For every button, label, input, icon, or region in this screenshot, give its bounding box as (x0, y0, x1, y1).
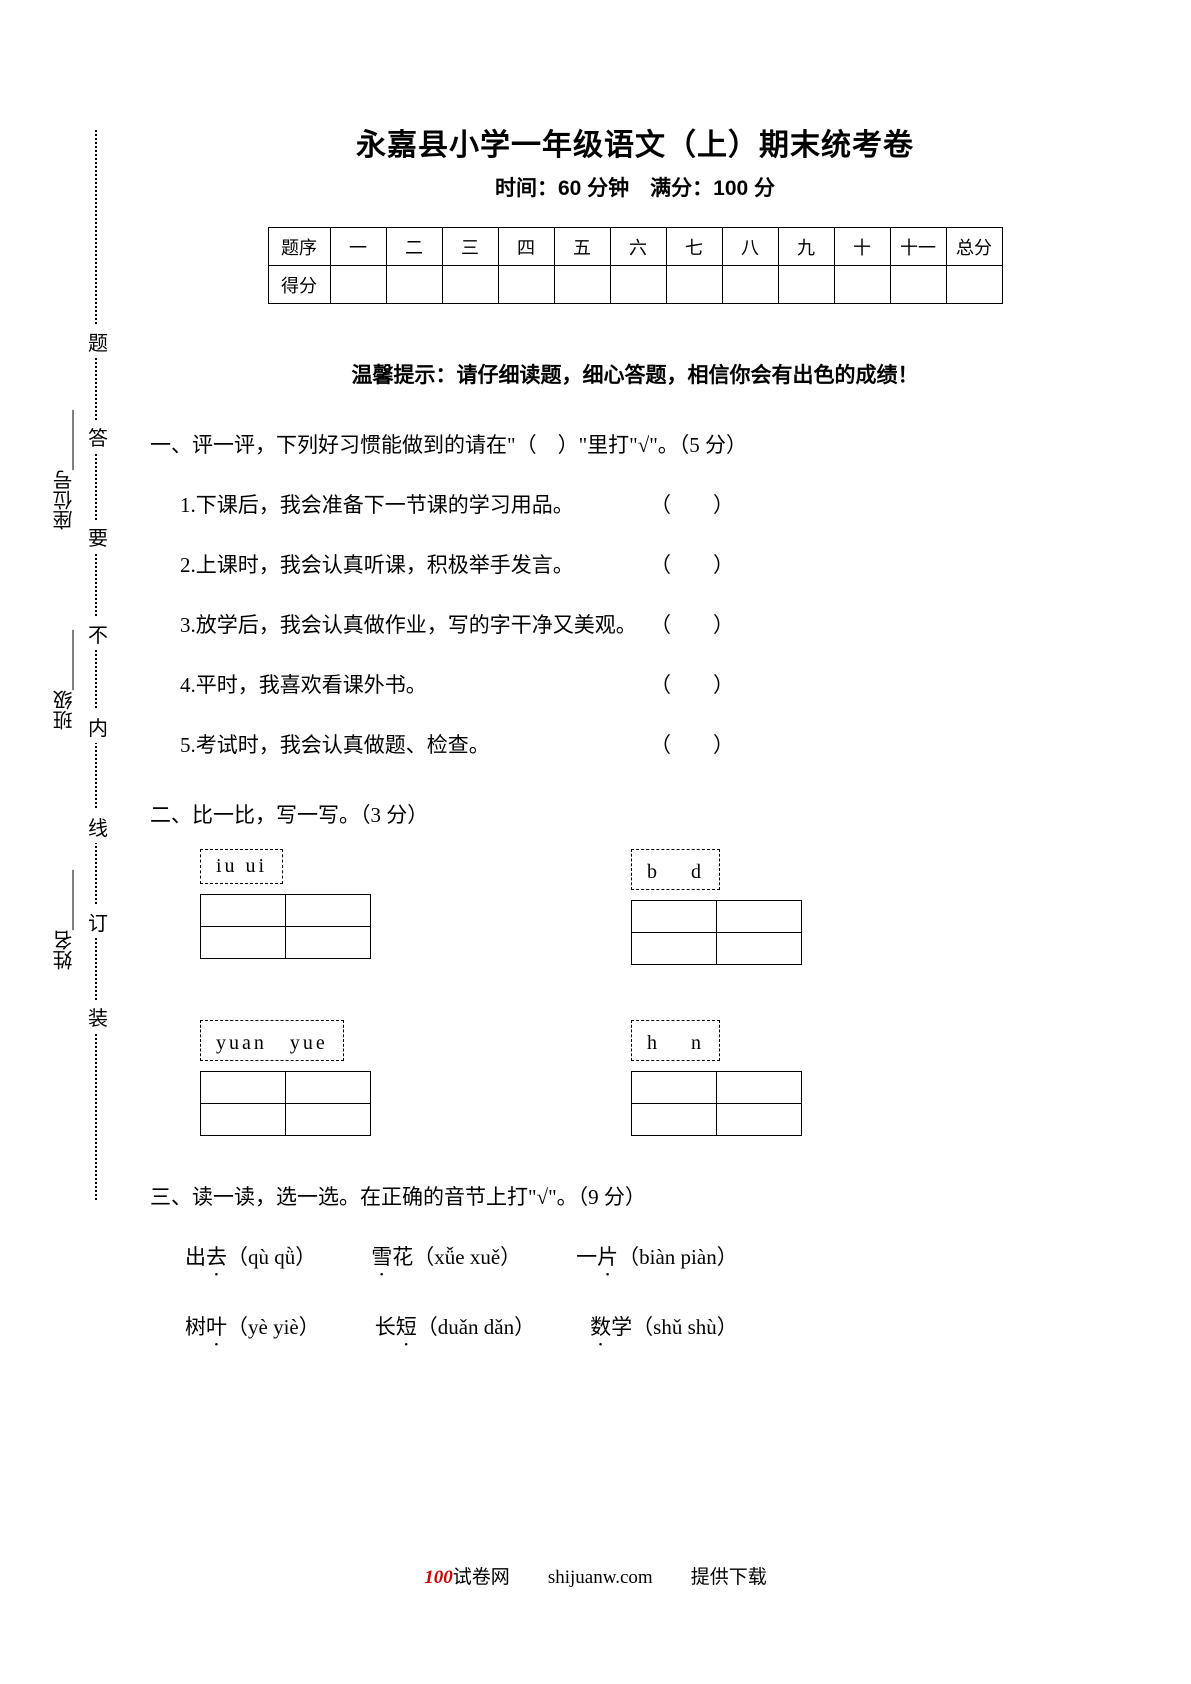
exam-title: 永嘉县小学一年级语文（上）期末统考卷 (150, 120, 1120, 164)
q1-text: 2.上课时，我会认真听课，积极举手发言。 (180, 549, 650, 579)
col: 七 (666, 228, 722, 266)
q1-paren[interactable]: （ ） (650, 669, 734, 699)
score-cell[interactable] (442, 266, 498, 304)
q2-grid[interactable] (200, 894, 371, 959)
col: 九 (778, 228, 834, 266)
q1-text: 5.考试时，我会认真做题、检查。 (180, 729, 650, 759)
score-cell[interactable] (386, 266, 442, 304)
q1-item: 2.上课时，我会认真听课，积极举手发言。（ ） (180, 549, 1120, 579)
binding-chars: 装 订 线 内 不 要 答 题 (88, 130, 108, 1200)
binding-char: 线 (88, 810, 108, 843)
q2-grid[interactable] (631, 900, 802, 965)
q2-block-right: b d (631, 849, 802, 965)
q1-paren[interactable]: （ ） (650, 609, 734, 639)
binding-margin: 姓名______ 班级______ 座位号______ 装 订 线 内 不 要 … (50, 130, 150, 1200)
q3-item: 树叶（yè yiè） (185, 1311, 320, 1351)
score-table: 题序 一 二 三 四 五 六 七 八 九 十 十一 总分 得分 (268, 227, 1003, 304)
col: 一 (330, 228, 386, 266)
q2-block-left: yuan yue (200, 1020, 371, 1136)
q1-item: 5.考试时，我会认真做题、检查。（ ） (180, 729, 1120, 759)
score-cell[interactable] (834, 266, 890, 304)
q2-label: h n (631, 1020, 720, 1061)
score-header-row: 题序 一 二 三 四 五 六 七 八 九 十 十一 总分 (268, 228, 1002, 266)
score-cell[interactable] (890, 266, 946, 304)
col: 十一 (890, 228, 946, 266)
q3-item: 雪花（xǚe xuě） (371, 1241, 521, 1281)
score-cell[interactable] (946, 266, 1002, 304)
margin-fields: 姓名______ 班级______ 座位号______ (50, 130, 90, 1200)
q2-row: iu ui b d (200, 849, 1120, 965)
score-cell[interactable] (722, 266, 778, 304)
q3-item: 数学（shǔ shù） (590, 1311, 738, 1351)
q1-text: 1.下课后，我会准备下一节课的学习用品。 (180, 489, 650, 519)
binding-char: 装 (88, 1000, 108, 1033)
q3-item: 一片（biàn piàn） (576, 1241, 738, 1281)
binding-char: 内 (88, 710, 108, 743)
footer-site: 试卷网 (453, 1567, 510, 1588)
q1-title: 一、评一评，下列好习惯能做到的请在"（ ）"里打"√"。（5 分） (150, 429, 1120, 459)
seat-field: 座位号______ (50, 410, 79, 530)
footer: 100试卷网 shijuanw.com 提供下载 (0, 1562, 1191, 1589)
score-label: 得分 (268, 266, 330, 304)
q2-block-left: iu ui (200, 849, 371, 965)
col: 五 (554, 228, 610, 266)
score-value-row: 得分 (268, 266, 1002, 304)
q1-item: 1.下课后，我会准备下一节课的学习用品。（ ） (180, 489, 1120, 519)
q3-row: 出去（qù qǜ） 雪花（xǚe xuě） 一片（biàn piàn） (185, 1241, 1120, 1281)
class-label: 班级 (54, 690, 76, 730)
q2-row: yuan yue h n (200, 1020, 1120, 1136)
q2-grid[interactable] (200, 1071, 371, 1136)
q3-item: 出去（qù qǜ） (185, 1241, 316, 1281)
binding-char: 题 (88, 325, 108, 358)
name-label: 姓名 (54, 930, 76, 970)
q1-paren[interactable]: （ ） (650, 549, 734, 579)
q2-label: b d (631, 849, 720, 890)
col: 六 (610, 228, 666, 266)
content: 永嘉县小学一年级语文（上）期末统考卷 时间：60 分钟 满分：100 分 题序 … (150, 100, 1120, 1351)
score-cell[interactable] (554, 266, 610, 304)
score-cell[interactable] (666, 266, 722, 304)
binding-char: 要 (88, 520, 108, 553)
q1-paren[interactable]: （ ） (650, 489, 734, 519)
q2-label: yuan yue (200, 1020, 344, 1061)
q3-title: 三、读一读，选一选。在正确的音节上打"√"。（9 分） (150, 1181, 1120, 1211)
col: 四 (498, 228, 554, 266)
q1-item: 4.平时，我喜欢看课外书。（ ） (180, 669, 1120, 699)
name-field: 姓名______ (50, 870, 79, 970)
q3-row: 树叶（yè yiè） 长短（duǎn dǎn） 数学（shǔ shù） (185, 1311, 1120, 1351)
col: 三 (442, 228, 498, 266)
score-cell[interactable] (610, 266, 666, 304)
col: 二 (386, 228, 442, 266)
q1-paren[interactable]: （ ） (650, 729, 734, 759)
q1-text: 3.放学后，我会认真做作业，写的字干净又美观。 (180, 609, 650, 639)
class-field: 班级______ (50, 630, 79, 730)
score-cell[interactable] (330, 266, 386, 304)
col: 总分 (946, 228, 1002, 266)
q2-label: iu ui (200, 849, 283, 884)
score-cell[interactable] (498, 266, 554, 304)
col: 十 (834, 228, 890, 266)
header-label: 题序 (268, 228, 330, 266)
q1-text: 4.平时，我喜欢看课外书。 (180, 669, 650, 699)
footer-brand: 100 (424, 1567, 453, 1588)
seat-label: 座位号 (54, 470, 76, 530)
tip-text: 温馨提示：请仔细读题，细心答题，相信你会有出色的成绩！ (150, 359, 1120, 389)
exam-subtitle: 时间：60 分钟 满分：100 分 (150, 172, 1120, 202)
footer-tail: 提供下载 (691, 1567, 767, 1588)
q3-item: 长短（duǎn dǎn） (375, 1311, 535, 1351)
col: 八 (722, 228, 778, 266)
binding-char: 订 (88, 905, 108, 938)
score-cell[interactable] (778, 266, 834, 304)
q1-item: 3.放学后，我会认真做作业，写的字干净又美观。（ ） (180, 609, 1120, 639)
footer-url: shijuanw.com (548, 1567, 653, 1588)
binding-char: 不 (88, 617, 108, 650)
q2-grid[interactable] (631, 1071, 802, 1136)
q2-block-right: h n (631, 1020, 802, 1136)
binding-char: 答 (88, 420, 108, 453)
q2-title: 二、比一比，写一写。（3 分） (150, 799, 1120, 829)
